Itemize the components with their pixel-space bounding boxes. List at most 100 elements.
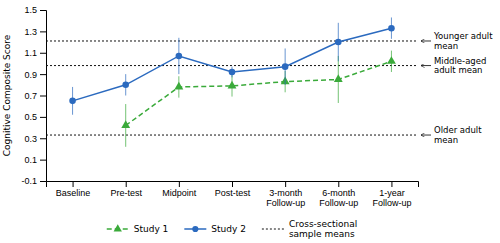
x-tick-label-line: Baseline bbox=[56, 188, 91, 198]
point bbox=[122, 82, 129, 89]
y-tick-label: 0.3 bbox=[24, 134, 37, 144]
y-tick-label: 0.7 bbox=[24, 91, 37, 101]
point bbox=[228, 81, 237, 89]
x-tick-label: Pre-test bbox=[110, 188, 142, 198]
y-tick: 0.3 bbox=[24, 134, 46, 144]
x-tick-label-line: Post-test bbox=[215, 188, 251, 198]
y-tick-mark bbox=[40, 117, 46, 118]
reference-line bbox=[46, 65, 418, 66]
point bbox=[388, 25, 395, 32]
y-tick-mark bbox=[40, 96, 46, 97]
x-tick-mark bbox=[73, 181, 74, 187]
x-tick: Midpoint bbox=[162, 181, 197, 198]
x-tick-label: 6-monthFollow-up bbox=[319, 188, 358, 208]
point bbox=[121, 120, 130, 128]
y-tick: 1.1 bbox=[24, 48, 46, 58]
annotation: Older adultmean bbox=[434, 125, 482, 144]
series-line bbox=[126, 61, 392, 125]
annotation-arrow bbox=[421, 135, 431, 136]
x-tick-label: Baseline bbox=[56, 188, 91, 198]
series-line bbox=[73, 28, 392, 101]
annotation-line: mean bbox=[434, 135, 458, 145]
x-tick-label-line: Pre-test bbox=[110, 188, 142, 198]
annotation: Younger adultmean bbox=[433, 31, 493, 50]
x-tick: Baseline bbox=[56, 181, 91, 198]
y-tick-mark bbox=[40, 181, 46, 182]
y-axis: -0.1 0.1 0.3 0.5 0.7 0.9 1.1 1.3 1.5 bbox=[21, 5, 46, 186]
y-tick-mark bbox=[40, 138, 46, 139]
x-tick-label-line: 6-month bbox=[322, 188, 355, 198]
x-tick-label-line: Midpoint bbox=[162, 188, 197, 198]
x-tick: Post-test bbox=[215, 181, 251, 198]
y-tick-label: 0.9 bbox=[24, 70, 37, 80]
legend-label-line: Cross-sectional bbox=[289, 219, 357, 229]
x-tick-label-line: Follow-up bbox=[319, 198, 358, 208]
x-tick: 1-yearFollow-up bbox=[372, 181, 411, 208]
y-tick-label: -0.1 bbox=[21, 176, 37, 186]
x-tick-mark bbox=[285, 181, 286, 187]
y-tick: 0.9 bbox=[24, 70, 46, 80]
chart: -0.1 0.1 0.3 0.5 0.7 0.9 1.1 1.3 1.5 Baseline Pre-… bbox=[0, 0, 500, 243]
y-tick-label: 1.1 bbox=[24, 48, 37, 58]
y-tick: 0.7 bbox=[24, 91, 46, 101]
legend-item: Study 2 bbox=[184, 224, 246, 234]
x-tick-label-line: Follow-up bbox=[372, 198, 411, 208]
point bbox=[174, 82, 183, 90]
legend-label-line: sample means bbox=[289, 229, 355, 239]
legend-marker bbox=[114, 224, 122, 231]
x-tick-mark bbox=[338, 181, 339, 187]
y-axis-line bbox=[40, 11, 47, 182]
point bbox=[69, 98, 76, 105]
legend-label: Study 2 bbox=[211, 224, 246, 234]
x-tick-label-line: 3-month bbox=[269, 188, 302, 198]
x-tick-mark bbox=[126, 181, 127, 187]
y-tick-mark bbox=[40, 74, 46, 75]
annotation-line: adult mean bbox=[434, 65, 483, 75]
annotation-arrow bbox=[421, 40, 431, 41]
x-tick-label-line: Follow-up bbox=[266, 198, 305, 208]
x-tick-label-line: 1-year bbox=[379, 188, 405, 198]
legend-item: Study 1 bbox=[107, 224, 169, 234]
annotation-line: mean bbox=[434, 41, 458, 51]
point bbox=[176, 53, 183, 60]
y-tick-mark bbox=[40, 10, 46, 11]
y-tick-label: 0.1 bbox=[24, 155, 37, 165]
y-tick: 0.5 bbox=[24, 112, 46, 122]
y-tick-label: 1.3 bbox=[24, 27, 37, 37]
y-tick-label: 0.5 bbox=[24, 112, 37, 122]
legend: Study 1 Study 2 Cross-sectionalsample mean… bbox=[107, 219, 358, 239]
y-tick-mark bbox=[40, 31, 46, 32]
legend-swatch bbox=[262, 229, 284, 230]
point bbox=[334, 74, 343, 82]
x-tick-label: Midpoint bbox=[162, 188, 197, 198]
point bbox=[387, 56, 396, 64]
y-tick: 1.3 bbox=[24, 27, 46, 37]
y-tick-label: 1.5 bbox=[24, 5, 37, 15]
marks bbox=[46, 17, 418, 146]
x-tick: 6-monthFollow-up bbox=[319, 181, 358, 208]
point bbox=[335, 39, 342, 46]
y-tick: 0.1 bbox=[24, 155, 46, 165]
y-axis-title: Cognitive Composite Score bbox=[2, 34, 12, 156]
y-tick-mark bbox=[40, 53, 46, 54]
legend-marker bbox=[192, 226, 198, 232]
x-tick-mark bbox=[232, 181, 233, 187]
x-tick: Pre-test bbox=[110, 181, 142, 198]
annotation-arrow bbox=[421, 65, 431, 66]
legend-label: Study 1 bbox=[134, 224, 169, 234]
x-tick-label: Post-test bbox=[215, 188, 251, 198]
point bbox=[229, 69, 236, 76]
legend-item: Cross-sectionalsample means bbox=[262, 219, 357, 239]
reference-line bbox=[46, 135, 418, 136]
series bbox=[69, 17, 394, 114]
x-axis-line bbox=[47, 182, 419, 188]
plot: -0.1 0.1 0.3 0.5 0.7 0.9 1.1 1.3 1.5 Baseline Pre-… bbox=[2, 5, 493, 208]
annotation: Middle-agedadult mean bbox=[434, 56, 486, 75]
x-tick: 3-monthFollow-up bbox=[266, 181, 305, 208]
legend-label-line: Study 1 bbox=[134, 224, 169, 234]
legend-label-line: Study 2 bbox=[211, 224, 246, 234]
legend-label: Cross-sectionalsample means bbox=[289, 219, 357, 239]
x-axis: Baseline Pre-test Midpoint Post-test 3-month… bbox=[47, 181, 419, 208]
x-tick-label: 3-monthFollow-up bbox=[266, 188, 305, 208]
y-tick: 1.5 bbox=[24, 5, 46, 15]
